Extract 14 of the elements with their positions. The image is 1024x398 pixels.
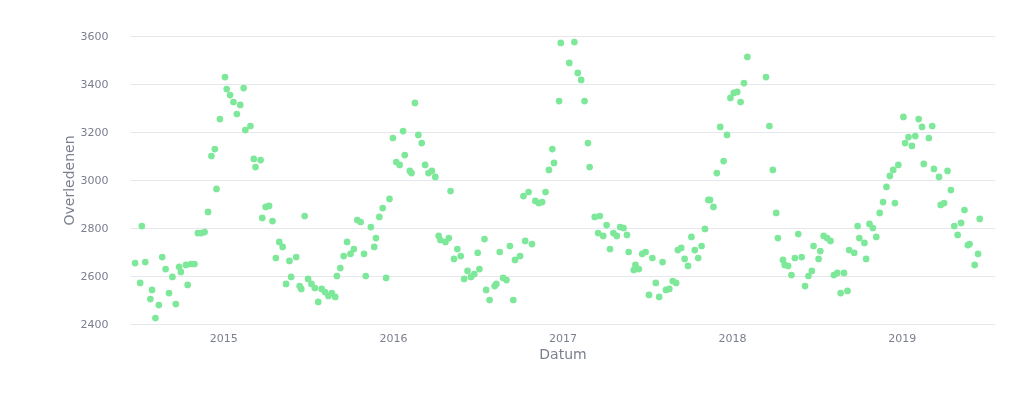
y-axis-title: Overledenen	[60, 135, 77, 226]
y-tick-label: 3200	[80, 125, 109, 139]
x-tick-label: 2015	[209, 331, 238, 345]
x-tick-label: 2018	[718, 331, 747, 345]
y-tick-label: 3400	[80, 77, 109, 91]
x-tick-label: 2017	[549, 331, 577, 345]
y-tick-label: 2800	[80, 221, 109, 235]
y-tick-label: 3000	[80, 173, 109, 187]
x-tick-label: 2019	[888, 331, 917, 345]
y-tick-label: 3600	[80, 29, 109, 43]
y-tick-label: 2600	[80, 269, 109, 283]
x-axis-title: Datum	[539, 345, 587, 362]
y-tick-label: 2400	[80, 317, 109, 331]
x-tick-label: 2016	[379, 331, 408, 345]
